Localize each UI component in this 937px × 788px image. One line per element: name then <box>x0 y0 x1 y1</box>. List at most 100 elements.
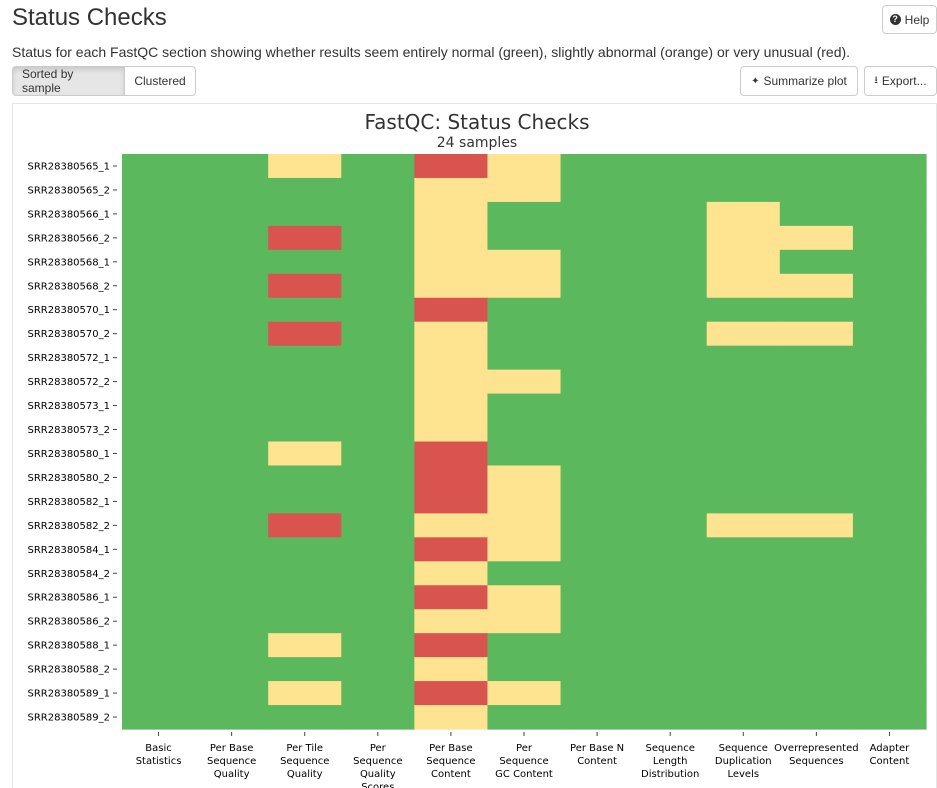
heatmap-cell[interactable] <box>779 465 854 491</box>
heatmap-cell[interactable] <box>706 273 781 299</box>
heatmap-cell[interactable] <box>852 513 927 538</box>
heatmap-cell[interactable] <box>268 681 342 706</box>
heatmap-cell[interactable] <box>195 705 269 730</box>
heatmap-cell[interactable] <box>195 249 269 275</box>
heatmap-cell[interactable] <box>341 489 415 514</box>
heatmap-cell[interactable] <box>779 561 854 586</box>
heatmap-cell[interactable] <box>341 657 415 682</box>
heatmap-cell[interactable] <box>122 154 196 179</box>
heatmap-cell[interactable] <box>414 273 489 299</box>
heatmap-cell[interactable] <box>706 393 781 419</box>
heatmap-cell[interactable] <box>852 369 927 395</box>
heatmap-cell[interactable] <box>633 273 708 299</box>
heatmap-cell[interactable] <box>195 681 269 706</box>
heatmap-cell[interactable] <box>195 393 269 419</box>
heatmap-cell[interactable] <box>341 681 415 706</box>
heatmap-cell[interactable] <box>487 393 562 419</box>
heatmap-cell[interactable] <box>268 441 342 467</box>
heatmap-cell[interactable] <box>633 154 708 179</box>
heatmap-cell[interactable] <box>268 297 342 323</box>
heatmap-cell[interactable] <box>122 297 196 323</box>
heatmap-cell[interactable] <box>560 705 635 730</box>
heatmap-cell[interactable] <box>195 177 269 203</box>
heatmap-cell[interactable] <box>633 585 708 610</box>
heatmap-cell[interactable] <box>122 393 196 419</box>
heatmap-cell[interactable] <box>414 489 489 514</box>
heatmap-cell[interactable] <box>852 681 927 706</box>
heatmap-cell[interactable] <box>414 393 489 419</box>
heatmap-cell[interactable] <box>487 201 562 227</box>
heatmap-cell[interactable] <box>852 705 927 730</box>
heatmap-cell[interactable] <box>560 489 635 514</box>
heatmap-cell[interactable] <box>779 225 854 251</box>
heatmap-cell[interactable] <box>414 417 489 443</box>
heatmap-cell[interactable] <box>268 249 342 275</box>
heatmap-cell[interactable] <box>195 417 269 443</box>
heatmap-cell[interactable] <box>195 345 269 371</box>
heatmap-cell[interactable] <box>195 489 269 514</box>
heatmap-cell[interactable] <box>852 417 927 443</box>
heatmap-cell[interactable] <box>852 585 927 610</box>
heatmap-cell[interactable] <box>779 609 854 634</box>
heatmap-cell[interactable] <box>414 297 489 323</box>
heatmap-cell[interactable] <box>560 561 635 586</box>
heatmap-cell[interactable] <box>852 297 927 323</box>
heatmap-cell[interactable] <box>779 393 854 419</box>
heatmap-cell[interactable] <box>487 657 562 682</box>
heatmap-cell[interactable] <box>487 585 562 610</box>
heatmap-cell[interactable] <box>268 705 342 730</box>
heatmap-cell[interactable] <box>852 154 927 179</box>
summarize-plot-button[interactable]: ✦ Summarize plot <box>740 66 858 96</box>
heatmap-cell[interactable] <box>560 225 635 251</box>
heatmap-cell[interactable] <box>633 177 708 203</box>
heatmap-cell[interactable] <box>779 345 854 371</box>
heatmap-cell[interactable] <box>487 609 562 634</box>
heatmap-cell[interactable] <box>560 369 635 395</box>
heatmap-cell[interactable] <box>268 609 342 634</box>
heatmap-cell[interactable] <box>414 609 489 634</box>
heatmap-cell[interactable] <box>414 154 489 179</box>
heatmap-cell[interactable] <box>560 681 635 706</box>
heatmap-cell[interactable] <box>779 369 854 395</box>
heatmap-cell[interactable] <box>195 513 269 538</box>
heatmap-cell[interactable] <box>341 585 415 610</box>
heatmap-cell[interactable] <box>195 369 269 395</box>
heatmap-cell[interactable] <box>560 633 635 658</box>
heatmap-cell[interactable] <box>560 465 635 491</box>
heatmap-cell[interactable] <box>487 537 562 562</box>
heatmap-cell[interactable] <box>633 417 708 443</box>
heatmap-cell[interactable] <box>195 273 269 299</box>
heatmap-cell[interactable] <box>414 513 489 538</box>
heatmap-cell[interactable] <box>560 345 635 371</box>
heatmap-cell[interactable] <box>122 225 196 251</box>
heatmap-cell[interactable] <box>122 441 196 467</box>
heatmap-cell[interactable] <box>706 297 781 323</box>
heatmap-cell[interactable] <box>122 249 196 275</box>
heatmap-cell[interactable] <box>487 369 562 395</box>
heatmap-cell[interactable] <box>487 441 562 467</box>
heatmap-cell[interactable] <box>560 297 635 323</box>
heatmap-cell[interactable] <box>414 561 489 586</box>
heatmap-cell[interactable] <box>779 273 854 299</box>
heatmap-cell[interactable] <box>706 177 781 203</box>
heatmap-cell[interactable] <box>633 345 708 371</box>
heatmap-cell[interactable] <box>341 154 415 179</box>
heatmap-cell[interactable] <box>852 321 927 347</box>
heatmap-cell[interactable] <box>779 513 854 538</box>
heatmap-cell[interactable] <box>268 561 342 586</box>
heatmap-cell[interactable] <box>122 585 196 610</box>
heatmap-cell[interactable] <box>487 681 562 706</box>
heatmap-cell[interactable] <box>487 249 562 275</box>
heatmap-cell[interactable] <box>706 225 781 251</box>
heatmap-cell[interactable] <box>706 345 781 371</box>
heatmap-cell[interactable] <box>633 609 708 634</box>
heatmap-cell[interactable] <box>779 489 854 514</box>
heatmap-cell[interactable] <box>195 201 269 227</box>
heatmap-cell[interactable] <box>852 657 927 682</box>
heatmap-cell[interactable] <box>195 321 269 347</box>
heatmap-cell[interactable] <box>341 297 415 323</box>
heatmap-cell[interactable] <box>268 273 342 299</box>
heatmap-cell[interactable] <box>560 417 635 443</box>
heatmap-cell[interactable] <box>414 225 489 251</box>
heatmap-cell[interactable] <box>852 177 927 203</box>
